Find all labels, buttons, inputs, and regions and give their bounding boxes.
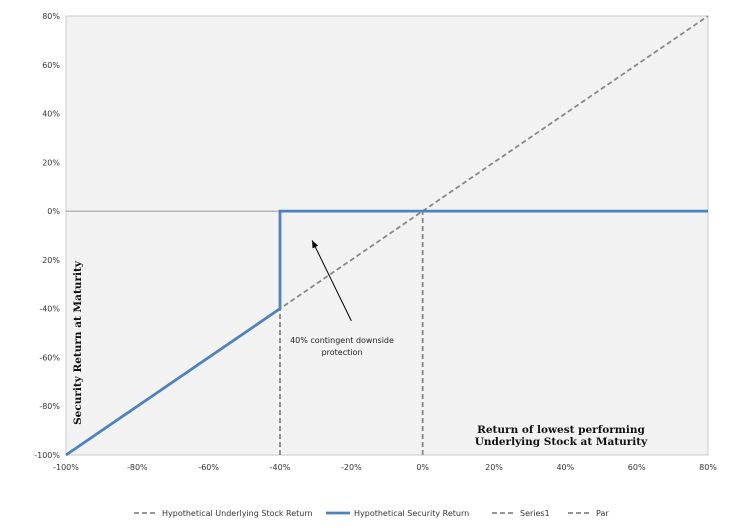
y-tick-label: 20%	[42, 256, 60, 265]
series-line-1	[65, 209, 708, 457]
legend-entry: Hypothetical Underlying Stock Return	[162, 509, 313, 518]
x-tick-label: -60%	[198, 463, 219, 472]
annotation-text-line2: protection	[322, 348, 363, 357]
y-tick-label: -40%	[39, 305, 60, 314]
x-axis-title-line2: Underlying Stock at Maturity	[475, 436, 648, 448]
x-tick-label: 80%	[699, 463, 717, 472]
x-tick-label: -20%	[341, 463, 362, 472]
y-tick-label: 60%	[42, 61, 60, 70]
x-tick-label: 60%	[628, 463, 646, 472]
y-tick-label: 20%	[42, 158, 60, 167]
x-axis-ticks: -100% -80% -60% -40% -20% 0% 20% 40% 60% 80%	[53, 463, 717, 472]
legend: Hypothetical Underlying Stock Return Hypo…	[134, 509, 609, 518]
y-tick-label: 80%	[42, 12, 60, 21]
y-axis-ticks: -100% -80% -60% -40% 20% 0% 20% 40% 60% 80%	[34, 12, 60, 460]
annotation: 40% contingent downside protection	[290, 240, 394, 357]
y-tick-label: -100%	[34, 451, 60, 460]
annotation-arrow-head	[312, 240, 319, 249]
y-tick-label: -80%	[39, 402, 60, 411]
y-axis-title: Security Return at Maturity	[72, 260, 84, 425]
x-tick-label: -100%	[53, 463, 79, 472]
y-tick-label: 0%	[47, 207, 60, 216]
legend-entry: Par	[596, 509, 609, 518]
x-tick-label: 0%	[416, 463, 429, 472]
series-layer	[65, 15, 709, 457]
y-tick-label: -60%	[39, 353, 60, 362]
legend-entry: Series1	[520, 509, 550, 518]
x-tick-label: -40%	[270, 463, 291, 472]
annotation-text-line1: 40% contingent downside	[290, 336, 394, 345]
x-tick-label: 20%	[485, 463, 503, 472]
annotation-arrow-line	[311, 240, 352, 322]
x-tick-label: -80%	[127, 463, 148, 472]
x-axis-title-line1: Return of lowest performing	[477, 424, 645, 436]
legend-entry: Hypothetical Security Return	[354, 509, 469, 518]
x-tick-label: 40%	[556, 463, 574, 472]
y-tick-label: 40%	[42, 110, 60, 119]
